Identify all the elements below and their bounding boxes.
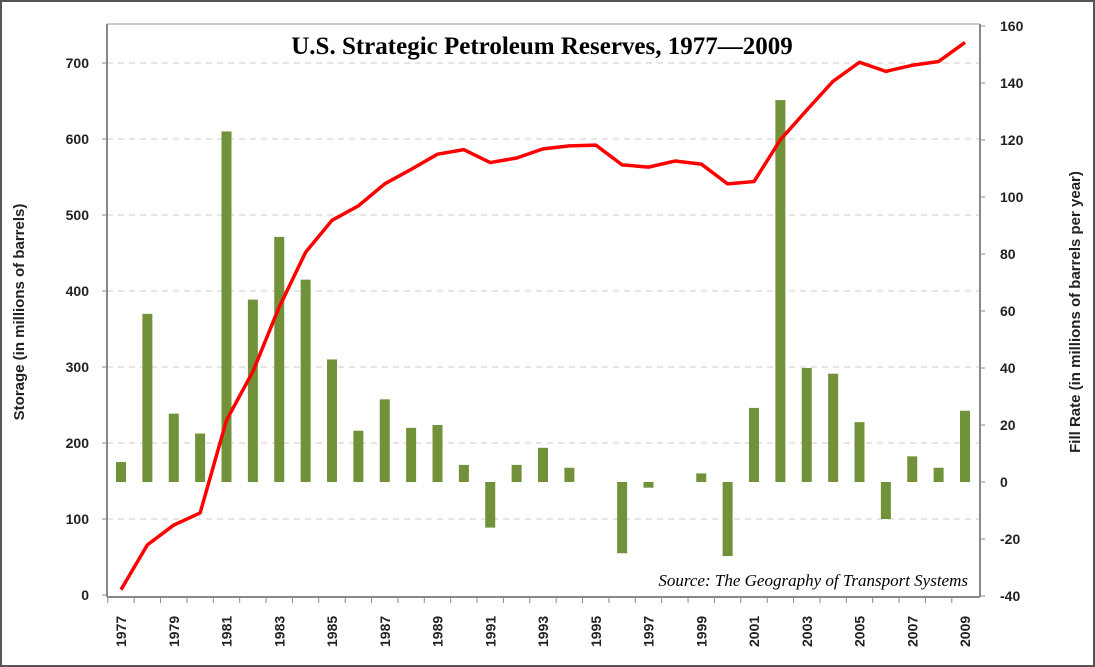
x-tick-label: 2003: [799, 616, 815, 647]
fill-rate-bar: [142, 313, 153, 482]
fill-rate-bar: [617, 482, 628, 554]
fill-rate-bar: [379, 399, 390, 482]
left-tick-label: 600: [66, 131, 90, 147]
fill-rate-bar: [538, 447, 548, 482]
fill-rate-bar: [116, 462, 126, 482]
fill-rate-bar: [564, 467, 575, 482]
right-tick-label: 60: [1000, 303, 1016, 319]
fill-rate-bar: [327, 359, 337, 482]
storage-line-path: [119, 41, 967, 591]
fill-rate-bar: [960, 410, 970, 482]
fill-rate-bar: [458, 464, 469, 482]
right-tick-label: -40: [1000, 588, 1020, 604]
fill-rate-bar: [168, 413, 179, 482]
fill-rate-bar: [907, 456, 918, 482]
x-tick-label: 1997: [641, 616, 657, 647]
fill-rate-bar: [854, 422, 865, 482]
fill-rate-bar: [775, 100, 786, 482]
fill-rate-bar: [221, 131, 232, 482]
right-tick-label: 0: [1000, 474, 1008, 490]
fill-rate-bar: [432, 425, 443, 482]
left-tick-label: 700: [66, 55, 90, 71]
fill-rate-bar: [485, 482, 496, 528]
right-tick-label: 100: [1000, 189, 1024, 205]
x-tick-label: 1995: [588, 616, 604, 647]
fill-rate-bar: [511, 464, 522, 482]
fill-rate-bar: [933, 467, 944, 482]
left-tick-label: 400: [66, 283, 90, 299]
axes: 0 100 200 300 400 500 600 700 -40 -20 0 20 40 60 80 100…: [66, 18, 1024, 647]
fill-rate-bar: [406, 427, 417, 482]
storage-line: [119, 41, 967, 591]
left-tick-label: 200: [66, 435, 90, 451]
x-tick-label: 1987: [377, 616, 393, 647]
x-tick-label: 1985: [324, 616, 340, 647]
left-tick-label: 500: [66, 207, 90, 223]
fill-rate-bar: [722, 482, 733, 557]
x-tick-label: 2007: [904, 616, 920, 647]
x-tick-label: 2001: [746, 616, 762, 647]
x-tick-label: 1981: [219, 616, 235, 647]
right-tick-label: 80: [1000, 246, 1016, 262]
x-tick-label: 1989: [430, 616, 446, 647]
x-tick-label: 2009: [957, 616, 973, 647]
x-tick-label: 1991: [482, 616, 498, 647]
x-tick-label: 2005: [852, 616, 868, 647]
right-tick-label: 20: [1000, 417, 1016, 433]
fill-rate-bar: [195, 433, 206, 482]
left-axis-title: Storage (in millions of barrels): [11, 204, 28, 421]
x-tick-label: 1993: [535, 616, 551, 647]
fill-rate-bar: [696, 473, 707, 482]
x-tick-label: 1983: [271, 616, 287, 647]
source-note: Source: The Geography of Transport Syste…: [658, 571, 968, 590]
fill-rate-bar: [749, 407, 759, 482]
left-tick-label: 0: [81, 587, 89, 603]
fill-rate-bars: [116, 100, 970, 557]
x-tick-label: 1977: [113, 616, 129, 647]
fill-rate-bar: [247, 299, 258, 482]
left-tick-label: 300: [66, 359, 90, 375]
left-tick-label: 100: [66, 511, 90, 527]
fill-rate-bar: [643, 482, 654, 488]
fill-rate-bar: [828, 373, 839, 482]
fill-rate-bar: [274, 236, 285, 482]
right-tick-label: 160: [1000, 18, 1024, 34]
right-tick-label: -20: [1000, 531, 1020, 547]
fill-rate-bar: [300, 279, 311, 482]
fill-rate-bar: [353, 430, 364, 482]
fill-rate-bar: [880, 482, 891, 520]
right-axis-title: Fill Rate (in millions of barrels per ye…: [1067, 171, 1084, 453]
chart-title: U.S. Strategic Petroleum Reserves, 1977—…: [291, 33, 793, 60]
right-tick-label: 140: [1000, 75, 1024, 91]
right-tick-label: 40: [1000, 360, 1016, 376]
x-tick-label: 1999: [693, 616, 709, 647]
x-tick-label: 1979: [166, 616, 182, 647]
fill-rate-bar: [801, 368, 812, 482]
right-tick-label: 120: [1000, 132, 1024, 148]
